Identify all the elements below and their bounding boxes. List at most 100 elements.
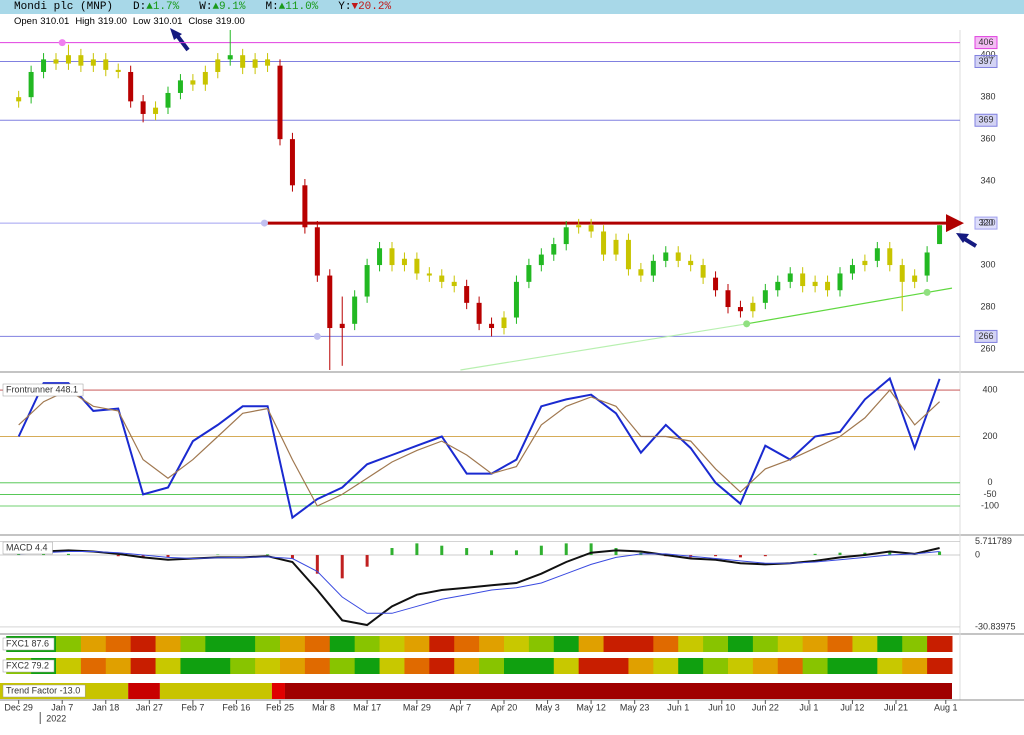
candle-body — [899, 265, 905, 282]
heat-cell — [852, 658, 878, 674]
x-tick-label: Jul 21 — [884, 702, 908, 712]
ohlc-info: Open 310.01 High 319.00 Low 310.01 Close 319.00 — [14, 16, 251, 27]
heat-cell — [354, 636, 381, 652]
candle-body — [513, 281, 519, 318]
heat-cell — [454, 658, 480, 674]
heat-cell — [180, 658, 206, 674]
y-tick-label: -50 — [983, 489, 996, 499]
heat-cell — [454, 636, 480, 652]
candle-body — [924, 252, 930, 276]
heat-cell — [802, 658, 829, 674]
x-tick-label: Jul 1 — [799, 702, 818, 712]
panel-title-bg — [2, 383, 84, 397]
heat-cell — [379, 658, 405, 674]
heat-cell — [255, 636, 281, 652]
heat-cell — [56, 636, 82, 652]
candle-body — [115, 69, 121, 72]
candle-body — [675, 252, 681, 261]
candle-body — [476, 302, 482, 324]
candle-body — [663, 252, 669, 261]
heat-cell — [752, 636, 779, 652]
candle-body — [90, 59, 96, 66]
heat-cell — [429, 636, 455, 652]
candle-body — [28, 71, 34, 98]
candle-body — [576, 225, 582, 228]
year-label: 2022 — [46, 713, 66, 723]
candle-body — [912, 275, 918, 282]
histogram-bar — [564, 543, 568, 556]
panel-title-bg — [2, 637, 55, 651]
heat-cell — [777, 636, 804, 652]
candle-body — [339, 323, 345, 329]
y-tick-label: -30.83975 — [975, 621, 1016, 631]
x-tick-label: Jan 7 — [51, 702, 73, 712]
histogram-bar — [390, 548, 394, 556]
heat-cell — [354, 658, 381, 674]
candle-body — [140, 101, 146, 114]
x-tick-label: Mar 17 — [353, 702, 381, 712]
heat-cell — [130, 658, 157, 674]
series-line — [18, 389, 941, 507]
heat-cell — [703, 658, 729, 674]
y-tick-label: 0 — [987, 477, 992, 487]
candle-body — [812, 281, 818, 287]
x-tick-label: Dec 29 — [4, 702, 33, 712]
heat-cell — [404, 658, 430, 674]
y-tick-label: 360 — [980, 134, 995, 144]
histogram-bar — [888, 551, 892, 556]
histogram-bar — [266, 554, 270, 556]
ohlc-label: Open — [14, 16, 38, 27]
x-tick-label: Feb 16 — [222, 702, 250, 712]
level-label: 397 — [978, 56, 993, 66]
candle-body — [327, 275, 333, 329]
heat-cell — [827, 658, 853, 674]
candle-body — [177, 80, 183, 93]
heat-cell — [230, 658, 256, 674]
candle-body — [414, 258, 420, 274]
level-label: 406 — [978, 37, 993, 47]
candle-body — [837, 273, 843, 291]
x-tick-label: Aug 1 — [934, 702, 958, 712]
level-label: 369 — [978, 115, 993, 125]
stat-value: ▲9.1% — [212, 1, 246, 13]
heat-cell — [827, 636, 853, 652]
candle-body — [289, 139, 295, 186]
x-tick-label: Feb 25 — [266, 702, 294, 712]
candle-body — [700, 265, 706, 278]
candle-body — [190, 80, 196, 85]
candle-body — [227, 55, 233, 60]
y-tick-label: 0 — [975, 549, 980, 559]
x-tick-label: Mar 8 — [312, 702, 335, 712]
histogram-bar — [315, 555, 319, 574]
level-label: 266 — [978, 331, 993, 341]
heat-cell — [752, 658, 779, 674]
heat-cell — [80, 658, 107, 674]
level-label-box — [974, 36, 998, 50]
y-tick-label: 5.711789 — [975, 536, 1012, 546]
heat-cell — [927, 658, 953, 674]
heat-cell — [553, 658, 580, 674]
heat-cell — [877, 658, 903, 674]
histogram-bar — [340, 555, 344, 579]
candle-body — [277, 65, 283, 140]
candle-body — [825, 281, 831, 291]
histogram-bar — [290, 555, 294, 559]
heat-cell — [230, 636, 256, 652]
histogram-bar — [589, 543, 593, 556]
candle-body — [426, 273, 432, 276]
panel-title-bg — [2, 659, 55, 673]
stat-label: Y: — [338, 1, 352, 13]
x-tick-label: Jun 10 — [708, 702, 735, 712]
panel-title: FXC1 87.6 — [6, 638, 49, 648]
heat-cell — [205, 658, 231, 674]
trendline — [746, 287, 953, 325]
pivot-point — [743, 320, 751, 328]
heat-cell — [429, 658, 455, 674]
histogram-bar — [415, 543, 419, 556]
candle-body — [439, 275, 445, 282]
stat-value: ▲11.0% — [278, 1, 319, 13]
panel-title: MACD 4.4 — [6, 542, 48, 552]
candle-body — [489, 323, 495, 329]
histogram-bar — [440, 545, 444, 556]
